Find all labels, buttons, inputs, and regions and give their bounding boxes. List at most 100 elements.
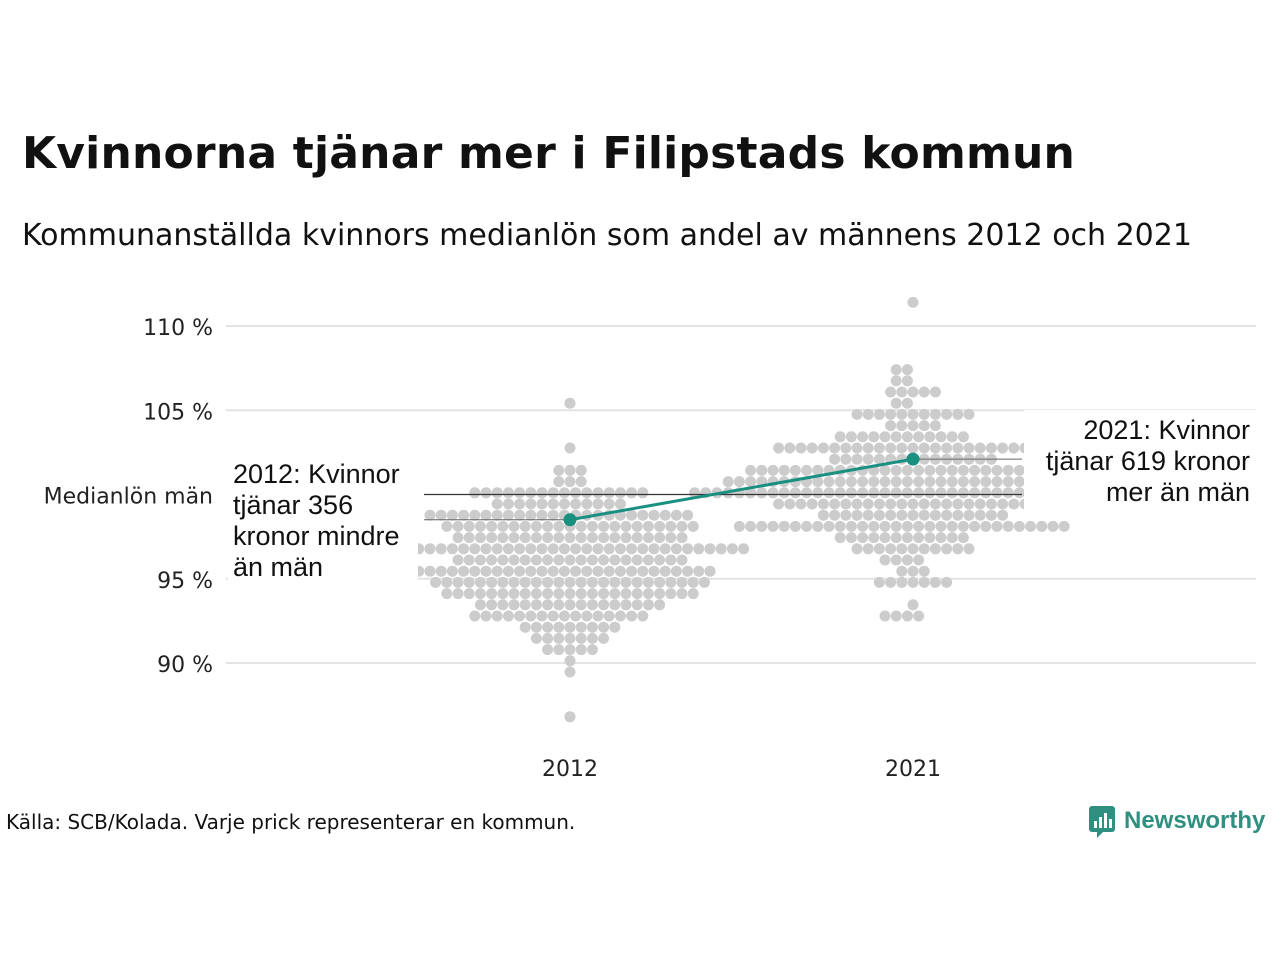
- municipality-dot: [929, 498, 941, 510]
- municipality-dot: [918, 408, 930, 420]
- municipality-dot: [631, 532, 643, 544]
- municipality-dot: [530, 532, 542, 544]
- municipality-dot: [614, 565, 626, 577]
- municipality-dot: [733, 476, 745, 488]
- municipality-dot: [514, 487, 526, 499]
- annotation-2012-line: 2012: Kvinnor: [233, 459, 400, 489]
- municipality-dot: [857, 487, 869, 499]
- municipality-dot: [924, 476, 936, 488]
- municipality-dot: [626, 487, 638, 499]
- municipality-dot: [614, 610, 626, 622]
- municipality-dot: [598, 588, 610, 600]
- municipality-dot: [952, 408, 964, 420]
- municipality-dot: [929, 509, 941, 521]
- municipality-dot: [558, 543, 570, 555]
- municipality-dot: [946, 532, 958, 544]
- municipality-dot: [446, 565, 458, 577]
- municipality-dot: [834, 520, 846, 532]
- municipality-dot: [519, 554, 531, 566]
- municipality-dot: [1025, 520, 1037, 532]
- municipality-dot: [654, 599, 666, 611]
- municipality-dot: [609, 621, 621, 633]
- municipality-dot: [885, 386, 897, 398]
- municipality-dot: [609, 599, 621, 611]
- municipality-dot: [480, 543, 492, 555]
- municipality-dot: [829, 509, 841, 521]
- municipality-dot: [570, 543, 582, 555]
- municipality-dot: [564, 464, 576, 476]
- municipality-dot: [957, 532, 969, 544]
- municipality-dot: [424, 565, 436, 577]
- municipality-dot: [913, 610, 925, 622]
- municipality-dot: [564, 711, 576, 723]
- municipality-dot: [514, 565, 526, 577]
- municipality-dot: [598, 576, 610, 588]
- municipality-dot: [452, 532, 464, 544]
- municipality-dot: [885, 420, 897, 432]
- municipality-dot: [452, 554, 464, 566]
- municipality-dot: [637, 565, 649, 577]
- x-tick-label: 2012: [542, 757, 598, 782]
- municipality-dot: [745, 476, 757, 488]
- municipality-dot: [497, 532, 509, 544]
- municipality-dot: [603, 543, 615, 555]
- municipality-dot: [564, 599, 576, 611]
- municipality-dot: [665, 520, 677, 532]
- municipality-dot: [913, 554, 925, 566]
- municipality-dot: [935, 532, 947, 544]
- municipality-dot: [665, 588, 677, 600]
- municipality-dot: [952, 509, 964, 521]
- municipality-dot: [536, 498, 548, 510]
- municipality-dot: [654, 588, 666, 600]
- municipality-dot: [553, 621, 565, 633]
- municipality-dot: [907, 543, 919, 555]
- municipality-dot: [918, 576, 930, 588]
- municipality-dot: [525, 487, 537, 499]
- municipality-dot: [924, 431, 936, 443]
- municipality-dot: [957, 476, 969, 488]
- municipality-dot: [502, 498, 514, 510]
- municipality-dots: [368, 296, 1115, 723]
- municipality-dot: [767, 520, 779, 532]
- municipality-dot: [929, 386, 941, 398]
- municipality-dot: [795, 498, 807, 510]
- municipality-dot: [491, 610, 503, 622]
- source-note: Källa: SCB/Kolada. Varje prick represent…: [6, 810, 576, 834]
- municipality-dot: [542, 576, 554, 588]
- municipality-dot: [980, 464, 992, 476]
- municipality-dot: [547, 509, 559, 521]
- newsworthy-logo: Newsworthy: [1088, 804, 1265, 838]
- municipality-dot: [941, 442, 953, 454]
- municipality-dot: [486, 554, 498, 566]
- annotation-2012-line: tjänar 356: [233, 490, 353, 520]
- municipality-dot: [885, 442, 897, 454]
- municipality-dot: [1002, 476, 1014, 488]
- municipality-dot: [558, 565, 570, 577]
- municipality-dot: [508, 599, 520, 611]
- municipality-dot: [682, 543, 694, 555]
- municipality-dot: [642, 554, 654, 566]
- municipality-dot: [469, 509, 481, 521]
- municipality-dot: [575, 576, 587, 588]
- municipality-dot: [890, 554, 902, 566]
- filipstad-line: [569, 457, 914, 522]
- municipality-dot: [491, 498, 503, 510]
- municipality-dot: [726, 543, 738, 555]
- municipality-dot: [901, 520, 913, 532]
- municipality-dot: [508, 532, 520, 544]
- municipality-dot: [497, 576, 509, 588]
- municipality-dot: [1013, 520, 1025, 532]
- municipality-dot: [840, 509, 852, 521]
- municipality-dot: [817, 509, 829, 521]
- municipality-dot: [901, 476, 913, 488]
- municipality-dot: [907, 296, 919, 308]
- municipality-dot: [767, 464, 779, 476]
- municipality-dot: [840, 442, 852, 454]
- municipality-dot: [890, 532, 902, 544]
- municipality-dot: [845, 487, 857, 499]
- municipality-dot: [620, 599, 632, 611]
- municipality-dot: [480, 565, 492, 577]
- municipality-dot: [795, 442, 807, 454]
- municipality-dot: [547, 565, 559, 577]
- municipality-dot: [963, 543, 975, 555]
